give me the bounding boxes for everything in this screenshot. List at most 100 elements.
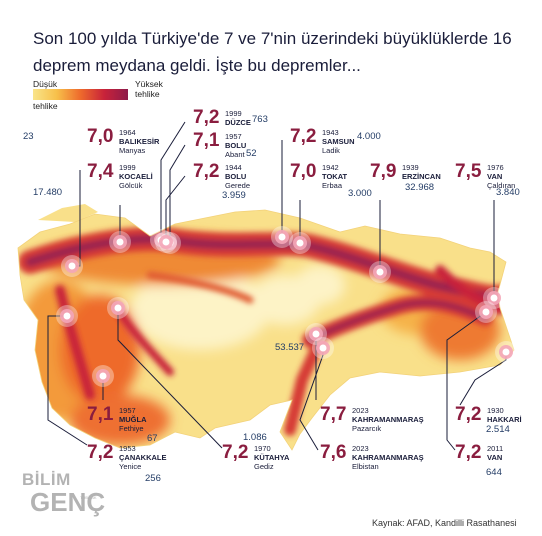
quake-province: DÜZCE [225,118,251,127]
quake-death-toll: 23 [23,131,34,142]
quake-district: Erbaa [322,181,343,190]
quake-district: Elbistan [352,462,379,471]
quake-details: 1976 VAN Çaldıran [487,163,515,190]
quake-province: ÇANAKKALE [119,453,167,462]
quake-details: 1930 HAKKARİ [487,406,522,424]
quake-province: BOLU [225,172,247,181]
quake-year: 1976 [487,163,504,172]
quake-magnitude: 7,1 [87,404,114,425]
legend-gradient [33,89,128,100]
epicenter-marker [475,301,497,323]
epicenter-marker [56,305,78,327]
quake-death-toll: 3.959 [222,190,246,201]
quake-district: Gediz [254,462,274,471]
quake-details: 1957 MUĞLA Fethiye [119,406,147,433]
epicenter-marker [495,341,517,363]
quake-province: SAMSUN [322,137,355,146]
quake-details: 1957 BOLU Abant [225,132,246,159]
quake-death-toll: 644 [486,467,502,478]
quake-details: 1944 BOLU Gerede [225,163,250,190]
quake-death-toll: 17.480 [33,187,63,198]
epicenter-marker [61,255,83,277]
quake-district: Gölcük [119,181,143,190]
quake-year: 2023 [352,406,369,415]
legend-high-label: Yüksek tehlike [135,79,163,99]
quake-year: 1930 [487,406,504,415]
source-credit: Kaynak: AFAD, Kandilli Rasathanesi [372,518,517,528]
quake-details: 1942 TOKAT Erbaa [322,163,347,190]
quake-district: Abant [225,150,245,159]
quake-province: KAHRAMANMARAŞ [352,453,424,462]
quake-details: 1999 KOCAELİ Gölcük [119,163,153,190]
bilim-genc-logo: BİLİM GENÇ TÜBİTAK [22,470,106,517]
quake-magnitude: 7,1 [193,130,220,151]
quake-province: KOCAELİ [119,172,153,181]
quake-details: 2023 KAHRAMANMARAŞ Pazarcık [352,406,424,433]
quake-death-toll: 2.514 [486,424,510,435]
quake-magnitude: 7,0 [87,126,114,147]
quake-district: Fethiye [119,424,144,433]
quake-magnitude: 7,0 [290,161,317,182]
quake-death-toll: 3.000 [348,188,372,199]
quake-year: 1970 [254,444,271,453]
quake-death-toll: 53.537 [275,342,305,353]
quake-magnitude: 7,6 [320,442,347,463]
epicenter-marker [271,226,293,248]
leader-line [169,144,186,243]
quake-details: 1943 SAMSUN Ladik [322,128,355,155]
quake-magnitude: 7,2 [290,126,317,147]
leader-line [47,315,88,446]
quake-magnitude: 7,2 [222,442,249,463]
legend-low-label: Düşük [33,79,58,89]
quake-province: ERZİNCAN [402,172,441,181]
quake-year: 1953 [119,444,136,453]
quake-year: 2023 [352,444,369,453]
quake-details: 2011 VAN [487,444,503,462]
quake-details: 1953 ÇANAKKALE Yenice [119,444,167,471]
quake-province: MUĞLA [119,415,147,424]
quake-year: 1957 [225,132,242,141]
leader-line [117,308,223,449]
quake-district: Ladik [322,146,340,155]
epicenter-marker [109,231,131,253]
epicenter-marker [305,323,327,345]
quake-details: 1970 KÜTAHYA Gediz [254,444,289,471]
leader-line [446,311,487,451]
quake-magnitude: 7,5 [455,161,482,182]
quake-year: 1939 [402,163,419,172]
quake-death-toll: 256 [145,473,161,484]
quake-year: 1943 [322,128,339,137]
quake-province: VAN [487,172,503,181]
quake-year: 1999 [225,109,242,118]
quake-year: 1964 [119,128,136,137]
quake-year: 1944 [225,163,242,172]
quake-province: VAN [487,453,503,462]
quake-magnitude: 7,2 [455,442,482,463]
quake-district: Çaldıran [487,181,516,190]
quake-death-toll: 32.968 [405,182,435,193]
legend-low-label-2: tehlike [33,101,58,111]
quake-province: TOKAT [322,172,348,181]
epicenter-marker [312,337,334,359]
leader-line [165,175,186,242]
quake-year: 1999 [119,163,136,172]
quake-year: 2011 [487,444,504,453]
quake-province: BALIKESİR [119,137,160,146]
quake-year: 1942 [322,163,339,172]
epicenter-marker [483,287,505,309]
quake-magnitude: 7,9 [370,161,397,182]
quake-details: 1964 BALIKESİR Manyas [119,128,159,155]
quake-magnitude: 7,4 [87,161,114,182]
epicenter-marker [92,365,114,387]
quake-death-toll: 763 [252,114,268,125]
epicenter-marker [369,261,391,283]
quake-details: 1939 ERZİNCAN [402,163,441,181]
quake-details: 1999 DÜZCE [225,109,251,127]
quake-death-toll: 3.840 [496,187,520,198]
page-title: Son 100 yılda Türkiye'de 7 ve 7'nin üzer… [33,29,512,75]
quake-district: Yenice [119,462,142,471]
quake-magnitude: 7,2 [193,107,220,128]
quake-death-toll: 4.000 [357,131,381,142]
hazard-legend: Düşük tehlike Yüksek tehlike [33,79,187,111]
